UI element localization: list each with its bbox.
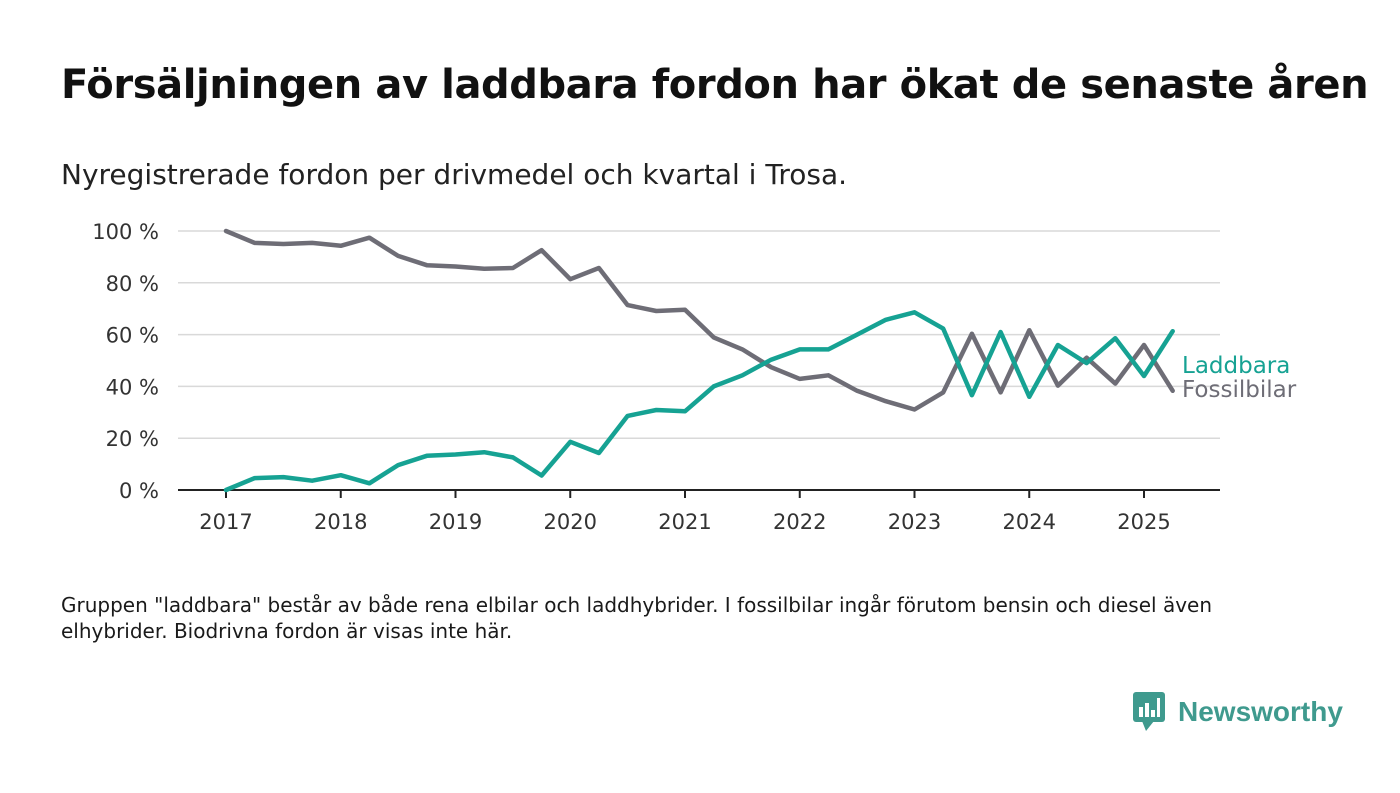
- series-line-laddbara: [223, 310, 1175, 493]
- footnote: Gruppen "laddbara" består av både rena e…: [61, 593, 1213, 643]
- x-tick-label: 2018: [314, 510, 367, 534]
- y-tick-label: 100 %: [92, 220, 159, 244]
- x-tick-label: 2024: [1003, 510, 1056, 534]
- series-lines: [223, 228, 1175, 493]
- x-tick-label: 2025: [1117, 510, 1170, 534]
- y-tick-label: 20 %: [106, 427, 159, 451]
- y-tick-label: 60 %: [106, 324, 159, 348]
- x-axis-ticks: 2017 2018 2019 2020 2021 2022 2023 2024 2025: [199, 490, 1171, 534]
- x-tick-label: 2019: [429, 510, 482, 534]
- line-chart: 0 % 20 % 40 % 60 % 80 % 100 % 2017 2018 2019 202…: [92, 220, 1297, 534]
- x-tick-label: 2022: [773, 510, 826, 534]
- series-label-laddbara: Laddbara: [1182, 353, 1290, 379]
- y-tick-label: 80 %: [106, 272, 159, 296]
- x-tick-label: 2017: [199, 510, 252, 534]
- newsworthy-logo-icon: [1133, 692, 1165, 731]
- x-tick-label: 2023: [888, 510, 941, 534]
- x-tick-label: 2020: [544, 510, 597, 534]
- y-axis-ticks: 0 % 20 % 40 % 60 % 80 % 100 %: [92, 220, 159, 503]
- series-line-fossilbilar: [223, 228, 1175, 412]
- chart-subtitle: Nyregistrerade fordon per drivmedel och …: [61, 158, 848, 191]
- brand-logo: Newsworthy: [1132, 690, 1343, 734]
- chart-title: Försäljningen av laddbara fordon har öka…: [61, 62, 1369, 108]
- gridlines: [178, 230, 1220, 491]
- y-tick-label: 0 %: [119, 479, 159, 503]
- brand-name: Newsworthy: [1178, 696, 1343, 727]
- y-tick-label: 40 %: [106, 375, 159, 399]
- series-label-fossilbilar: Fossilbilar: [1182, 377, 1297, 403]
- x-tick-label: 2021: [658, 510, 711, 534]
